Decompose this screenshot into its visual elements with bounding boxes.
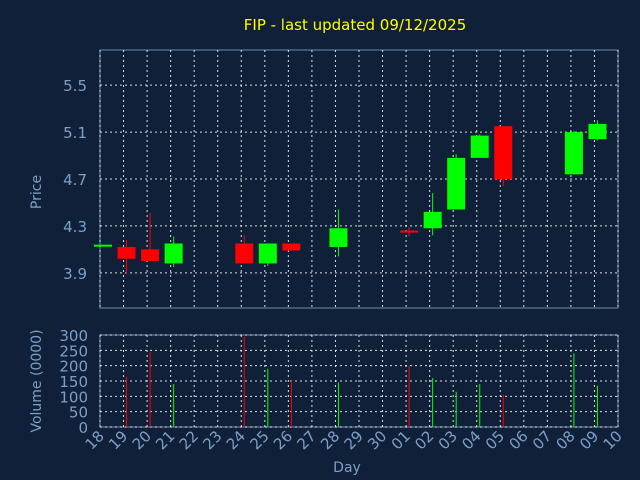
candle-body xyxy=(423,211,442,229)
candle-body xyxy=(164,243,183,264)
plot-layer: 3.94.34.75.15.50501001502002503001819202… xyxy=(59,49,626,453)
day-tick-label: 01 xyxy=(388,427,414,453)
volume-tick-label: 100 xyxy=(59,388,88,406)
day-tick-label: 23 xyxy=(199,427,225,453)
day-tick-label: 20 xyxy=(129,427,155,453)
volume-tick-label: 300 xyxy=(59,327,88,345)
day-tick-label: 22 xyxy=(176,427,202,453)
day-tick-label: 24 xyxy=(223,427,249,453)
day-tick-label: 26 xyxy=(270,427,296,453)
day-tick-label: 27 xyxy=(294,427,320,453)
candle-body xyxy=(564,132,583,175)
candle-body xyxy=(258,243,277,264)
candle-body xyxy=(400,230,419,233)
day-tick-label: 29 xyxy=(341,427,367,453)
candle-body xyxy=(588,123,607,140)
volume-tick-label: 200 xyxy=(59,358,88,376)
chart-title: FIP - last updated 09/12/2025 xyxy=(244,16,466,34)
day-tick-label: 09 xyxy=(576,427,602,453)
day-axis-label: Day xyxy=(333,460,361,476)
price-tick-label: 3.9 xyxy=(63,265,87,283)
day-tick-label: 07 xyxy=(529,427,555,453)
day-tick-label: 04 xyxy=(458,427,484,453)
day-tick-label: 25 xyxy=(246,427,272,453)
day-tick-label: 30 xyxy=(364,427,390,453)
candle-body xyxy=(94,244,112,247)
price-tick-label: 5.1 xyxy=(63,124,87,142)
day-tick-label: 06 xyxy=(505,427,531,453)
volume-tick-label: 0 xyxy=(78,419,88,437)
candle-body xyxy=(494,126,513,179)
price-tick-label: 4.3 xyxy=(63,218,87,236)
candle-body xyxy=(282,243,301,251)
candle-body xyxy=(141,249,160,262)
day-tick-label: 19 xyxy=(105,427,131,453)
volume-axis-label: Volume (0000) xyxy=(29,329,45,432)
price-axis-label: Price xyxy=(29,175,45,209)
candle-body xyxy=(117,247,136,259)
candle-body xyxy=(235,243,254,264)
price-tick-label: 5.5 xyxy=(63,77,87,95)
candle-body xyxy=(447,157,466,210)
day-tick-label: 21 xyxy=(152,427,178,453)
volume-tick-label: 250 xyxy=(59,342,88,360)
day-tick-label: 05 xyxy=(482,427,508,453)
day-tick-label: 03 xyxy=(435,427,461,453)
price-tick-label: 4.7 xyxy=(63,171,87,189)
candle-body xyxy=(470,135,489,158)
candle-body xyxy=(329,228,348,248)
volume-tick-label: 150 xyxy=(59,373,88,391)
day-tick-label: 02 xyxy=(411,427,437,453)
day-tick-label: 28 xyxy=(317,427,343,453)
volume-tick-label: 50 xyxy=(69,404,88,422)
day-tick-label: 08 xyxy=(553,427,579,453)
day-tick-label: 10 xyxy=(600,427,626,453)
